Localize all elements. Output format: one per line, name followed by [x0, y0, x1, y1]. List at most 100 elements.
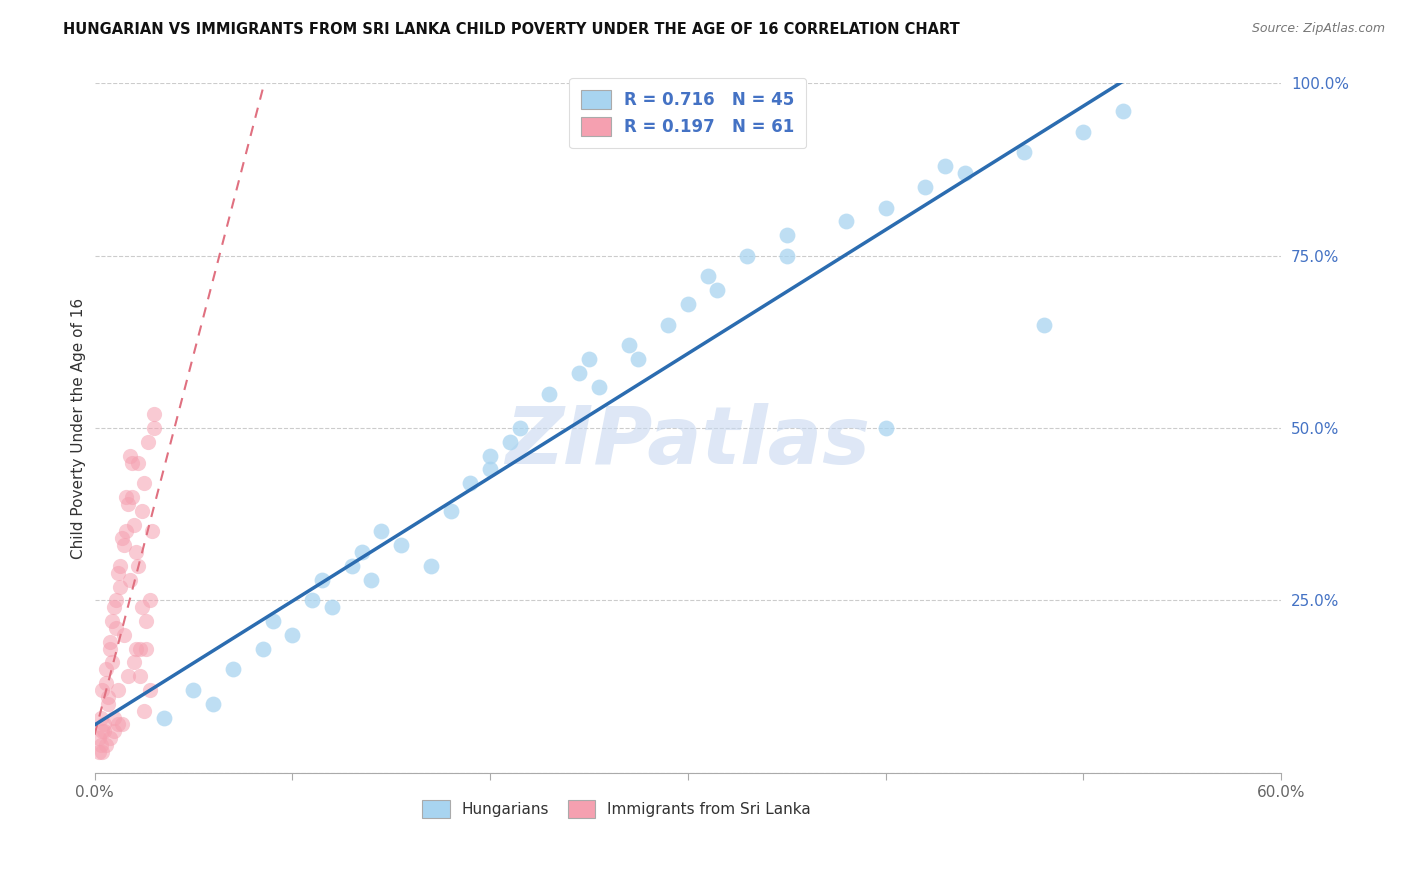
Point — [875, 421, 897, 435]
Point — [112, 628, 135, 642]
Point — [311, 573, 333, 587]
Point — [93, 717, 115, 731]
Point — [183, 683, 205, 698]
Point — [142, 407, 165, 421]
Point — [103, 600, 125, 615]
Point — [439, 504, 461, 518]
Point — [696, 269, 718, 284]
Point — [262, 614, 284, 628]
Point — [91, 683, 114, 698]
Point — [125, 641, 148, 656]
Point — [419, 558, 441, 573]
Point — [101, 656, 124, 670]
Point — [91, 745, 114, 759]
Point — [117, 669, 139, 683]
Point — [97, 697, 120, 711]
Point — [735, 249, 758, 263]
Point — [776, 249, 799, 263]
Y-axis label: Child Poverty Under the Age of 16: Child Poverty Under the Age of 16 — [72, 298, 86, 558]
Point — [141, 524, 163, 539]
Point — [105, 621, 128, 635]
Point — [112, 538, 135, 552]
Point — [89, 738, 111, 752]
Point — [100, 634, 122, 648]
Point — [129, 669, 152, 683]
Point — [87, 745, 110, 759]
Point — [117, 497, 139, 511]
Point — [131, 504, 153, 518]
Point — [93, 724, 115, 739]
Point — [136, 434, 159, 449]
Point — [776, 228, 799, 243]
Point — [568, 366, 591, 380]
Point — [120, 573, 142, 587]
Point — [97, 690, 120, 704]
Point — [370, 524, 392, 539]
Point — [111, 532, 134, 546]
Point — [127, 558, 149, 573]
Point — [96, 738, 118, 752]
Point — [222, 662, 245, 676]
Point — [89, 710, 111, 724]
Point — [115, 524, 138, 539]
Point — [301, 593, 323, 607]
Point — [121, 456, 143, 470]
Point — [101, 614, 124, 628]
Point — [122, 656, 145, 670]
Point — [340, 558, 363, 573]
Point — [1112, 103, 1135, 118]
Point — [479, 462, 502, 476]
Point — [103, 710, 125, 724]
Text: ZIPatlas: ZIPatlas — [505, 403, 870, 481]
Point — [132, 476, 155, 491]
Point — [105, 593, 128, 607]
Point — [132, 704, 155, 718]
Point — [103, 724, 125, 739]
Point — [934, 159, 956, 173]
Point — [360, 573, 382, 587]
Legend: Hungarians, Immigrants from Sri Lanka: Hungarians, Immigrants from Sri Lanka — [416, 794, 817, 823]
Point — [96, 662, 118, 676]
Point — [953, 166, 976, 180]
Point — [91, 724, 114, 739]
Point — [96, 676, 118, 690]
Point — [127, 456, 149, 470]
Point — [1032, 318, 1054, 332]
Point — [578, 352, 600, 367]
Point — [617, 338, 640, 352]
Point — [107, 717, 129, 731]
Point — [657, 318, 679, 332]
Point — [107, 566, 129, 580]
Point — [350, 545, 373, 559]
Point — [627, 352, 650, 367]
Point — [676, 297, 699, 311]
Point — [321, 600, 343, 615]
Point — [479, 449, 502, 463]
Point — [588, 380, 610, 394]
Point — [875, 201, 897, 215]
Point — [135, 641, 157, 656]
Point — [202, 697, 225, 711]
Point — [1073, 125, 1095, 139]
Point — [100, 641, 122, 656]
Point — [252, 641, 274, 656]
Point — [142, 421, 165, 435]
Text: HUNGARIAN VS IMMIGRANTS FROM SRI LANKA CHILD POVERTY UNDER THE AGE OF 16 CORRELA: HUNGARIAN VS IMMIGRANTS FROM SRI LANKA C… — [63, 22, 960, 37]
Point — [389, 538, 412, 552]
Point — [281, 628, 304, 642]
Point — [139, 683, 162, 698]
Text: Source: ZipAtlas.com: Source: ZipAtlas.com — [1251, 22, 1385, 36]
Point — [107, 683, 129, 698]
Point — [135, 614, 157, 628]
Point — [835, 214, 858, 228]
Point — [509, 421, 531, 435]
Point — [110, 558, 132, 573]
Point — [914, 179, 936, 194]
Point — [131, 600, 153, 615]
Point — [122, 517, 145, 532]
Point — [129, 641, 152, 656]
Point — [499, 434, 522, 449]
Point — [100, 731, 122, 746]
Point — [458, 476, 481, 491]
Point — [115, 490, 138, 504]
